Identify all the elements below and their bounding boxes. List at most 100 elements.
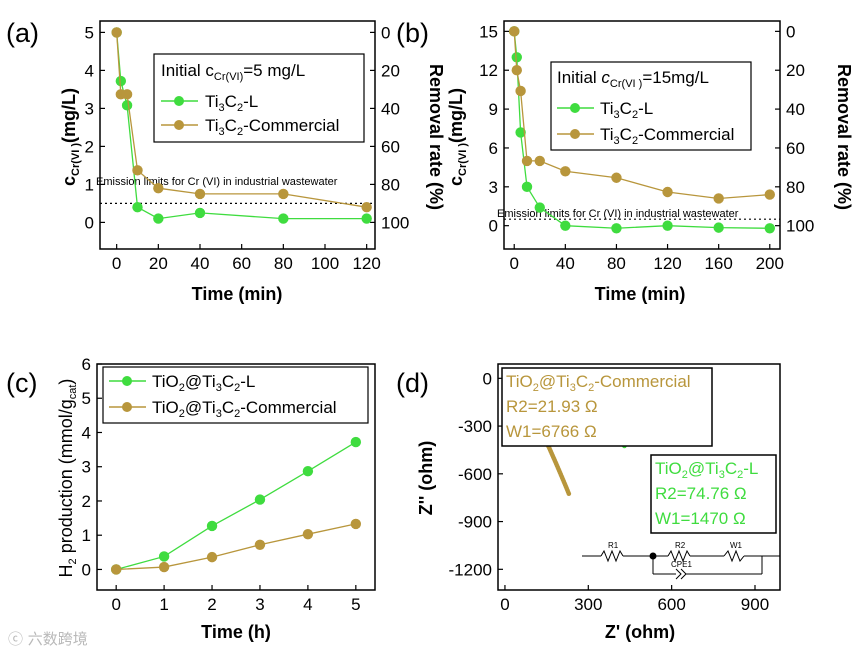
ytick-right-label: 100 <box>786 217 814 236</box>
xtick-label: 40 <box>556 254 575 273</box>
ytick-right-label: 0 <box>381 23 390 42</box>
panel-b-legend-ti3c2-l: Ti3C2-L <box>600 99 653 121</box>
panel-b-xlabel: Time (min) <box>595 284 686 304</box>
data-point-green <box>764 223 775 234</box>
ytick-label: 5 <box>85 23 94 42</box>
xtick-label: 120 <box>653 254 681 273</box>
xtick-label: 600 <box>657 595 685 614</box>
panel-c-legend-marker-green <box>122 376 132 386</box>
data-point-gold <box>534 155 545 167</box>
panel-d-xlabel: Z' (ohm) <box>605 622 675 642</box>
data-point-gold <box>302 528 314 540</box>
panel-label-b: (b) <box>396 18 429 48</box>
xtick-label: 20 <box>149 254 168 273</box>
ytick-label: -900 <box>458 513 492 532</box>
ytick-label: 0 <box>483 369 492 388</box>
ytick-label: 6 <box>82 355 91 374</box>
panel-label-d: (d) <box>396 368 429 398</box>
panel-b-legend-marker-green <box>570 103 580 113</box>
panel-a-legend-ti3c2-commercial: Ti3C2-Commercial <box>205 116 339 138</box>
ytick-label: -1200 <box>449 560 492 579</box>
panel-c-legend-marker-gold <box>122 402 132 412</box>
panel-d-box-commercial-title: TiO2@Ti3C2-Commercial <box>506 372 691 394</box>
panel-b-legend-ti3c2-commercial: Ti3C2-Commercial <box>600 125 734 147</box>
ytick-label: 12 <box>479 61 498 80</box>
panel-a-legend-title: Initial cCr(VI)=5 mg/L <box>161 61 305 83</box>
data-point-green <box>521 181 533 193</box>
circuit-label-r2: R2 <box>675 541 686 550</box>
data-point-green <box>662 220 673 231</box>
svg-text:cCr(VI )(mg/L): cCr(VI )(mg/L) <box>446 88 469 186</box>
series-line-green <box>116 441 357 571</box>
nyquist-point-gold <box>566 491 572 497</box>
xtick-label: 120 <box>352 254 380 273</box>
panel-label-c: (c) <box>6 368 37 398</box>
panel-c-frame <box>96 363 376 591</box>
xtick-label: 2 <box>207 595 216 614</box>
panel-a-ylabel-unit: (mg/L) <box>59 88 79 143</box>
panel-label-a: (a) <box>6 18 39 48</box>
panel-a-ylabel-sub: Cr(VI ) <box>70 143 82 176</box>
panel-a-legend-marker-green <box>174 96 184 106</box>
xtick-label: 0 <box>500 595 509 614</box>
data-point-gold <box>350 518 362 530</box>
ytick-label: 6 <box>489 139 498 158</box>
xtick-label: 40 <box>191 254 210 273</box>
ytick-label: 3 <box>489 178 498 197</box>
panel-b-emission-label: Emission limits for Cr (VI) in industria… <box>497 208 739 220</box>
data-point-green <box>713 222 724 233</box>
panel-c-legend-tio2-l: TiO2@Ti3C2-L <box>152 372 255 394</box>
ytick-label: 3 <box>85 99 94 118</box>
ytick-label: 1 <box>85 175 94 194</box>
panel-a-ylabel-right: Removal rate (%) <box>426 64 446 210</box>
panel-b-ylabel-right: Removal rate (%) <box>834 64 854 210</box>
series-line-gold <box>513 31 770 200</box>
panel-a-chart: Emission limits for Cr (VI) in industria… <box>59 20 446 304</box>
xtick-label: 0 <box>509 254 518 273</box>
ytick-right-label: 80 <box>381 175 400 194</box>
data-point-gold <box>764 189 775 200</box>
data-point-green <box>158 551 170 562</box>
data-point-green <box>302 465 314 477</box>
data-point-green <box>132 202 143 213</box>
data-point-gold <box>110 564 122 575</box>
xtick-label: 80 <box>607 254 626 273</box>
xtick-label: 3 <box>255 595 264 614</box>
ytick-label: 2 <box>85 137 94 156</box>
xtick-label: 4 <box>303 595 312 614</box>
circuit-label-r1: R1 <box>608 541 619 550</box>
ytick-right-label: 20 <box>381 61 400 80</box>
panel-c-legend-tio2-commercial: TiO2@Ti3C2-Commercial <box>152 398 337 420</box>
ytick-label: 15 <box>479 22 498 41</box>
panel-d-box-commercial-r2: R2=21.93 Ω <box>506 397 598 416</box>
data-point-green <box>560 220 571 231</box>
data-point-green <box>534 202 545 213</box>
xtick-label: 0 <box>112 254 121 273</box>
ytick-right-label: 100 <box>381 213 409 232</box>
data-point-green <box>115 75 127 87</box>
data-point-green <box>278 213 289 224</box>
xtick-label: 200 <box>756 254 784 273</box>
ytick-label: -300 <box>458 417 492 436</box>
data-point-green <box>350 436 362 448</box>
ytick-label: 1 <box>82 526 91 545</box>
panel-b-ylabel-left: cCr(VI )(mg/L) <box>446 88 469 186</box>
panel-d-box-l <box>650 454 777 534</box>
data-point-gold <box>132 165 143 176</box>
ytick-label: 0 <box>489 217 498 236</box>
xtick-label: 0 <box>111 595 120 614</box>
panel-d-frame <box>497 363 781 591</box>
panel-d-box-commercial-w1: W1=6766 Ω <box>506 422 597 441</box>
data-point-gold <box>515 85 526 97</box>
data-point-gold <box>194 188 206 200</box>
xtick-label: 80 <box>274 254 293 273</box>
data-point-green <box>153 213 164 224</box>
panel-b-frame <box>503 20 781 250</box>
circuit-node-icon <box>649 552 657 560</box>
panel-a-legend-ti3c2-l: Ti3C2-L <box>205 92 258 114</box>
circuit-label-w1: W1 <box>730 541 743 550</box>
data-point-gold <box>206 551 218 563</box>
data-point-gold <box>121 89 133 100</box>
svg-text:Removal rate (%): Removal rate (%) <box>426 64 446 210</box>
